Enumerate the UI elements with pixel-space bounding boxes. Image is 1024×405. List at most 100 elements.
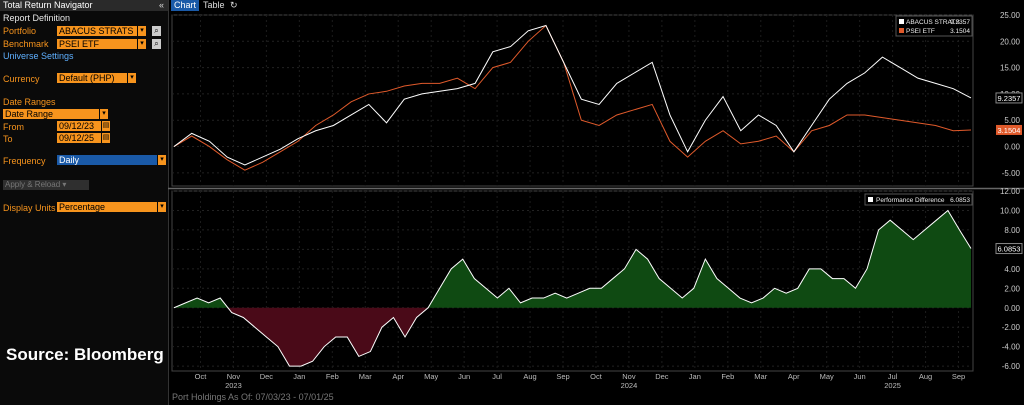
bottom-ytick-label: 4.00 xyxy=(1004,265,1020,274)
legend-series-value: 3.1504 xyxy=(950,28,970,35)
x-month-label: Sep xyxy=(556,372,569,381)
x-month-label: Jan xyxy=(689,372,701,381)
x-month-label: Jul xyxy=(492,372,502,381)
bottom-ytick-label: 0.00 xyxy=(1004,304,1020,313)
portfolio-last-value: 9.2357 xyxy=(998,94,1021,103)
x-month-label: Apr xyxy=(392,372,404,381)
chevron-down-icon[interactable]: ▾ xyxy=(158,202,166,212)
bottom-ytick-label: 10.00 xyxy=(1000,206,1021,215)
underperformance-area xyxy=(227,307,429,367)
date-ranges-label: Date Ranges xyxy=(3,97,56,107)
x-month-label: May xyxy=(424,372,438,381)
x-month-label: May xyxy=(820,372,834,381)
x-month-label: Jun xyxy=(854,372,866,381)
source-caption: Source: Bloomberg xyxy=(6,345,164,364)
bottom-ytick-label: -2.00 xyxy=(1002,323,1021,332)
legend-series-value: 6.0853 xyxy=(950,197,970,204)
benchmark-last-value: 3.1504 xyxy=(998,126,1021,135)
currency-select[interactable]: Default (PHP) xyxy=(57,73,127,83)
chevron-down-icon[interactable]: ▾ xyxy=(128,73,136,83)
search-icon[interactable]: ⌕ xyxy=(152,39,161,49)
chevron-down-icon[interactable]: ▾ xyxy=(138,39,146,49)
chevron-down-icon[interactable]: ▾ xyxy=(158,155,166,165)
bottom-ytick-label: 12.00 xyxy=(1000,187,1021,196)
x-month-label: Jul xyxy=(888,372,898,381)
bottom-ytick-label: 8.00 xyxy=(1004,226,1020,235)
top-ytick-label: 5.00 xyxy=(1004,116,1020,125)
performance-difference-line xyxy=(173,209,972,367)
apply-reload-label: Apply & Reload xyxy=(5,180,61,189)
top-ytick-label: 25.00 xyxy=(1000,11,1021,20)
portfolio-label: Portfolio xyxy=(3,26,37,36)
footer-holdings: Port Holdings As Of: 07/03/23 - 07/01/25 xyxy=(172,392,334,402)
top-panel-frame xyxy=(171,14,974,187)
frequency-select[interactable]: Daily xyxy=(57,155,157,165)
difference-last-value: 6.0853 xyxy=(998,245,1021,254)
universe-settings-link[interactable]: Universe Settings xyxy=(3,51,74,61)
bottom-legend-box xyxy=(864,193,973,206)
settings-panel: Total Return Navigator « Report Definiti… xyxy=(0,0,169,405)
tab-table[interactable]: Table xyxy=(203,0,225,10)
top-ytick-label: -5.00 xyxy=(1002,169,1021,178)
x-month-label: Aug xyxy=(523,372,536,381)
x-month-label: Oct xyxy=(195,372,208,381)
tab-chart[interactable]: Chart xyxy=(171,0,200,11)
top-ytick-label: 20.00 xyxy=(1000,37,1021,46)
bottom-ytick-label: 2.00 xyxy=(1004,284,1020,293)
display-units-label: Display Units xyxy=(3,203,56,213)
refresh-icon[interactable]: ↻ xyxy=(230,0,238,10)
x-month-label: Jan xyxy=(293,372,305,381)
search-icon[interactable]: ⌕ xyxy=(152,26,161,36)
x-month-label: Apr xyxy=(788,372,800,381)
portfolio-legend-swatch xyxy=(899,19,904,24)
legend-series-value: 9.2357 xyxy=(950,19,970,26)
panel-title: Total Return Navigator xyxy=(3,0,93,10)
frequency-label: Frequency xyxy=(3,156,46,166)
display-units-select[interactable]: Percentage xyxy=(57,202,157,212)
x-month-label: Mar xyxy=(359,372,372,381)
benchmark-legend-swatch xyxy=(899,28,904,33)
top-ytick-label: 0.00 xyxy=(1004,143,1020,152)
outperformance-area xyxy=(428,210,971,308)
to-date-field[interactable]: 09/12/25 xyxy=(57,133,101,143)
chevron-down-icon[interactable]: ▾ xyxy=(100,109,108,119)
currency-label: Currency xyxy=(3,74,40,84)
benchmark-label: Benchmark xyxy=(3,39,49,49)
difference-last-badge xyxy=(995,243,1023,255)
x-month-label: Jun xyxy=(458,372,470,381)
date-range-select[interactable]: Date Range xyxy=(3,109,99,119)
apply-reload-button[interactable]: Apply & Reload ▾ xyxy=(3,180,89,190)
x-year-label: 2023 xyxy=(225,381,242,390)
from-label: From xyxy=(3,122,24,132)
x-month-label: Sep xyxy=(952,372,965,381)
x-month-label: Aug xyxy=(919,372,932,381)
frequency-value: Daily xyxy=(59,155,80,165)
double-chevron-left-icon[interactable]: « xyxy=(158,0,164,10)
benchmark-field[interactable]: PSEI ETF xyxy=(57,39,137,49)
legend-series-name: ABACUS STRATS xyxy=(906,19,960,26)
chevron-down-icon[interactable]: ▾ xyxy=(138,26,146,36)
x-month-label: Nov xyxy=(227,372,241,381)
portfolio-field[interactable]: ABACUS STRATS xyxy=(57,26,137,36)
from-date-field[interactable]: 09/12/23 xyxy=(57,121,101,131)
chart-area: 25.0020.0015.0010.005.000.00-5.0012.0010… xyxy=(168,11,1024,390)
portfolio-last-badge xyxy=(995,92,1023,104)
report-definition-heading: Report Definition xyxy=(3,13,71,23)
x-year-label: 2025 xyxy=(884,381,901,390)
calendar-icon[interactable]: ▤ xyxy=(102,133,110,143)
bottom-ytick-label: -4.00 xyxy=(1002,343,1021,352)
x-month-label: Feb xyxy=(326,372,339,381)
x-month-label: Mar xyxy=(754,372,767,381)
to-label: To xyxy=(3,134,13,144)
portfolio-series-line xyxy=(173,24,972,166)
x-month-label: Dec xyxy=(260,372,274,381)
difference-legend-swatch xyxy=(868,197,873,202)
top-legend-box xyxy=(895,15,973,37)
calendar-icon[interactable]: ▤ xyxy=(102,121,110,131)
x-month-label: Nov xyxy=(622,372,636,381)
bottom-ytick-label: -6.00 xyxy=(1002,362,1021,371)
legend-series-name: PSEI ETF xyxy=(906,28,935,35)
benchmark-series-line xyxy=(173,24,972,171)
panel-titlebar: Total Return Navigator « xyxy=(0,0,168,11)
benchmark-last-badge xyxy=(996,124,1022,135)
